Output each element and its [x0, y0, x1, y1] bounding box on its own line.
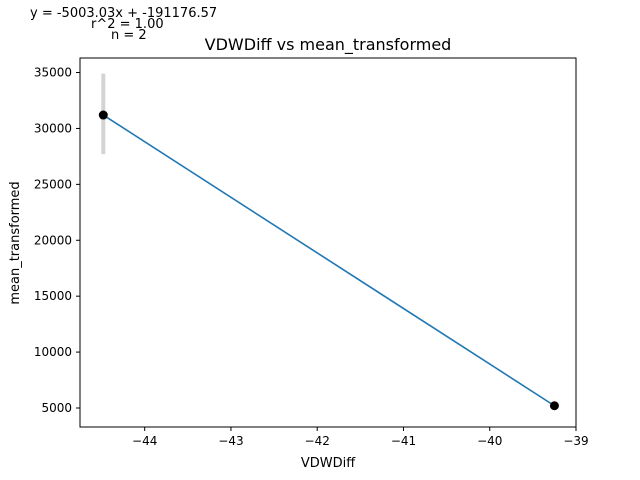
y-tick-label: 25000 — [34, 177, 72, 191]
chart-title: VDWDiff vs mean_transformed — [205, 35, 452, 55]
x-tick-label: −44 — [132, 434, 157, 448]
n-count-label: n = 2 — [111, 28, 147, 43]
x-tick-label: −40 — [477, 434, 502, 448]
regression-equation: y = -5003.03x + -191176.57 — [30, 6, 217, 21]
y-tick-label: 20000 — [34, 233, 72, 247]
series-layer — [98, 73, 559, 411]
x-tick-label: −41 — [391, 434, 416, 448]
data-point — [549, 401, 559, 411]
y-tick-label: 5000 — [41, 401, 72, 415]
y-tick-label: 30000 — [34, 121, 72, 135]
x-axis: −44 −43 −42 −41 −40 −39 — [132, 427, 589, 448]
y-axis: 5000 10000 15000 20000 25000 30000 35000 — [34, 66, 80, 415]
plot-area-frame — [79, 57, 577, 428]
series-line — [102, 114, 555, 407]
x-axis-label: VDWDiff — [301, 456, 356, 471]
y-axis-label: mean_transformed — [8, 181, 23, 304]
x-tick-label: −43 — [218, 434, 243, 448]
x-tick-label: −42 — [305, 434, 330, 448]
data-point — [98, 110, 108, 120]
y-tick-label: 10000 — [34, 345, 72, 359]
y-tick-label: 35000 — [34, 66, 72, 80]
x-tick-label: −39 — [563, 434, 588, 448]
y-tick-label: 15000 — [34, 289, 72, 303]
r-squared-label: r^2 = 1.00 — [91, 17, 164, 32]
